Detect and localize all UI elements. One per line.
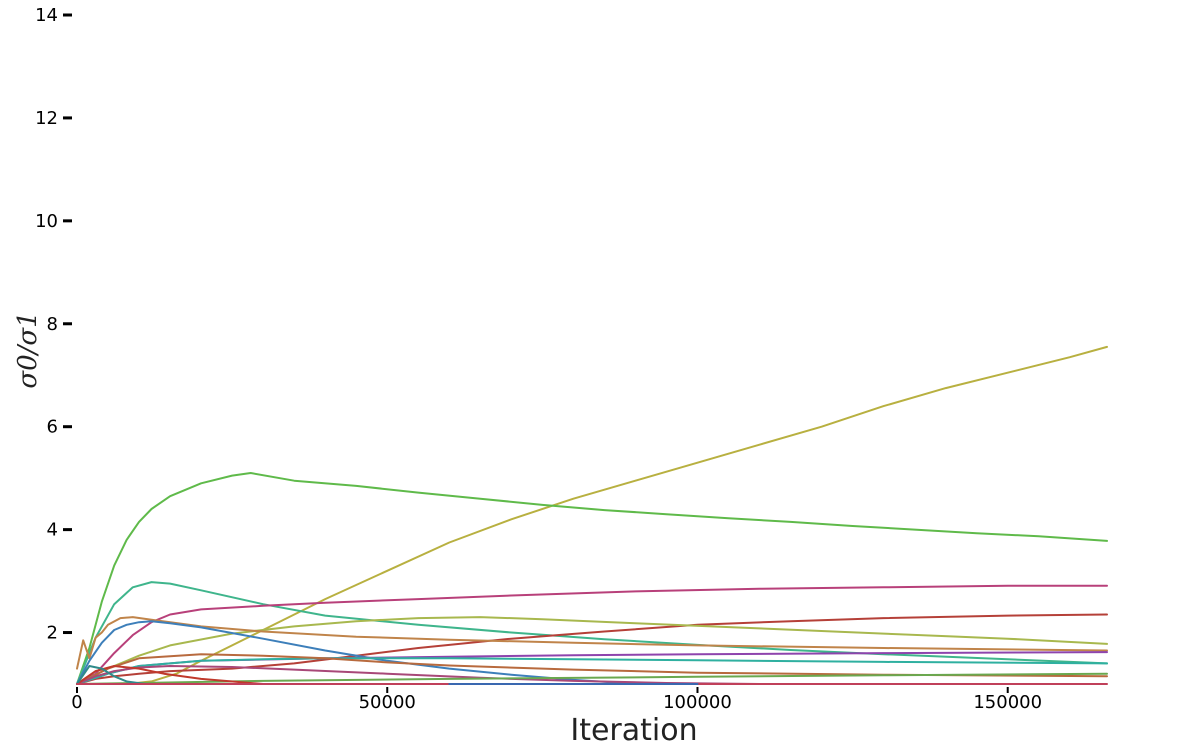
y-axis: 2 4 6 8 10 12 14 [35,5,72,644]
y-tick-label: 2 [47,623,58,644]
x-axis: 0 50000 100000 150000 [71,687,1042,713]
series-line-1 [76,345,1108,685]
series-line-3 [76,581,1108,685]
x-tick-label: 150000 [973,692,1042,713]
x-tick-label: 50000 [359,692,416,713]
y-tick-label: 4 [47,520,58,541]
series-line-6 [76,616,1108,685]
series-line-13 [76,672,1108,685]
y-tick-label: 10 [35,211,58,232]
y-tick-label: 6 [47,417,58,438]
x-axis-label: Iteration [570,713,697,748]
series-line-4 [76,584,1108,685]
series-line-11 [76,653,1108,685]
series-layer [76,345,1108,685]
series-line-15 [76,665,147,685]
y-axis-label: σ0/σ1 [13,311,43,388]
series-line-5 [76,613,1108,685]
series-line-7 [76,616,1108,670]
series-line-2 [76,472,1108,685]
y-tick-label: 12 [35,108,58,129]
series-line-12 [76,665,761,685]
x-tick-label: 0 [71,692,82,713]
y-tick-label: 8 [47,314,58,335]
series-line-14 [76,665,265,685]
y-tick-label: 14 [35,5,58,26]
x-tick-label: 100000 [663,692,732,713]
